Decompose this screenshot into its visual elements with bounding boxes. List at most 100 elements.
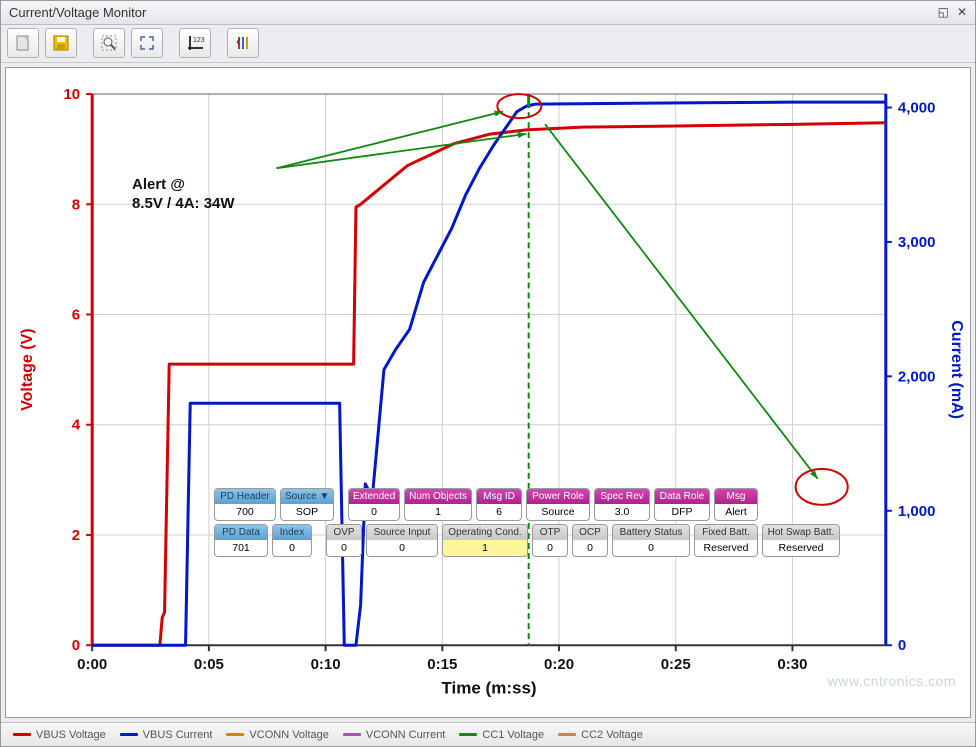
legend-label: VBUS Current	[143, 729, 213, 741]
window-controls: ◱ ✕	[938, 5, 967, 19]
pd-cell: Spec Rev3.0	[594, 488, 650, 521]
pd-cell-header: Spec Rev	[595, 489, 649, 504]
legend-item[interactable]: VBUS Current	[120, 729, 213, 741]
pd-cell: MsgAlert	[714, 488, 758, 521]
annotation-line1: Alert @	[132, 176, 235, 195]
pd-cell: PD Header700	[214, 488, 276, 521]
legend-swatch	[558, 733, 576, 736]
pd-cell: Source ▼SOP	[280, 488, 334, 521]
pd-cell-header: Index	[273, 525, 311, 540]
pd-cell-header: Battery Status	[613, 525, 689, 540]
pd-cell-value: 3.0	[595, 504, 649, 520]
svg-text:0: 0	[898, 637, 906, 654]
legend-swatch	[459, 733, 477, 736]
legend-label: CC1 Voltage	[482, 729, 544, 741]
pd-cell-value: DFP	[655, 504, 709, 520]
pd-cell-header: Msg	[715, 489, 757, 504]
svg-text:8: 8	[72, 196, 80, 213]
window-title: Current/Voltage Monitor	[9, 5, 938, 20]
pd-cell-value: SOP	[281, 504, 333, 520]
config-button[interactable]	[227, 28, 259, 58]
pd-cell: Msg ID6	[476, 488, 522, 521]
svg-text:10: 10	[63, 86, 80, 103]
svg-text:0: 0	[72, 637, 80, 654]
pd-cell-value: 0	[349, 504, 399, 520]
pd-cell-header: Power Role	[527, 489, 589, 504]
pd-cell: Operating Cond.1	[442, 524, 528, 557]
zoom-in-button[interactable]	[93, 28, 125, 58]
pd-cell-header: PD Header	[215, 489, 275, 504]
legend-swatch	[343, 733, 361, 736]
save-button[interactable]	[45, 28, 77, 58]
pd-cell-header: Fixed Batt.	[695, 525, 757, 540]
svg-text:0:00: 0:00	[77, 656, 107, 673]
svg-text:0:30: 0:30	[777, 656, 807, 673]
svg-text:2,000: 2,000	[898, 368, 936, 385]
pd-cell: OTP0	[532, 524, 568, 557]
pd-cell-value: 0	[327, 540, 361, 556]
legend-swatch	[226, 733, 244, 736]
pd-cell-header: Extended	[349, 489, 399, 504]
chart-svg: 0246810Voltage (V)01,0002,0003,0004,000C…	[6, 68, 970, 717]
legend-item[interactable]: VBUS Voltage	[13, 729, 106, 741]
legend-item[interactable]: VCONN Voltage	[226, 729, 328, 741]
legend-item[interactable]: VCONN Current	[343, 729, 445, 741]
svg-text:Current (mA): Current (mA)	[948, 320, 966, 419]
pd-cell-header: Operating Cond.	[443, 525, 527, 540]
pd-cell-header: Source ▼	[281, 489, 333, 504]
legend-item[interactable]: CC2 Voltage	[558, 729, 643, 741]
svg-text:3,000: 3,000	[898, 234, 936, 251]
pd-cell: Power RoleSource	[526, 488, 590, 521]
svg-text:2: 2	[72, 527, 80, 544]
axis-button[interactable]: 123	[179, 28, 211, 58]
pd-cell: OCP0	[572, 524, 608, 557]
annotation-line2: 8.5V / 4A: 34W	[132, 195, 235, 214]
legend-label: VCONN Current	[366, 729, 445, 741]
legend-label: VCONN Voltage	[249, 729, 328, 741]
pd-cell: Extended0	[348, 488, 400, 521]
svg-text:1,000: 1,000	[898, 503, 936, 520]
svg-text:0:20: 0:20	[544, 656, 574, 673]
pd-tables: PD Header700Source ▼SOPExtended0Num Obje…	[214, 488, 854, 560]
pd-cell-header: Hot Swap Batt.	[763, 525, 839, 540]
zoom-fit-button[interactable]	[131, 28, 163, 58]
pd-cell-header: Data Role	[655, 489, 709, 504]
pd-cell-value: 0	[367, 540, 437, 556]
pd-cell-value: 1	[443, 540, 527, 556]
close-icon[interactable]: ✕	[957, 5, 967, 19]
doc-button[interactable]	[7, 28, 39, 58]
svg-text:4,000: 4,000	[898, 99, 936, 116]
legend-label: CC2 Voltage	[581, 729, 643, 741]
restore-icon[interactable]: ◱	[938, 5, 949, 19]
pd-cell-value: Alert	[715, 504, 757, 520]
pd-cell: Battery Status0	[612, 524, 690, 557]
legend-item[interactable]: CC1 Voltage	[459, 729, 544, 741]
svg-text:0:25: 0:25	[661, 656, 691, 673]
pd-cell-value: 1	[405, 504, 471, 520]
pd-cell-value: 0	[613, 540, 689, 556]
titlebar[interactable]: Current/Voltage Monitor ◱ ✕	[1, 1, 975, 25]
chart-area: 0246810Voltage (V)01,0002,0003,0004,000C…	[5, 67, 971, 718]
svg-text:0:05: 0:05	[194, 656, 224, 673]
pd-cell-header: OTP	[533, 525, 567, 540]
pd-cell: Num Objects1	[404, 488, 472, 521]
toolbar: 123	[1, 25, 975, 63]
pd-cell: Fixed Batt.Reserved	[694, 524, 758, 557]
pd-cell: Data RoleDFP	[654, 488, 710, 521]
legend-swatch	[13, 733, 31, 736]
svg-text:6: 6	[72, 306, 80, 323]
pd-cell-value: Reserved	[763, 540, 839, 556]
svg-text:123: 123	[193, 37, 205, 44]
pd-header-row: PD Header700Source ▼SOPExtended0Num Obje…	[214, 488, 854, 521]
svg-text:0:10: 0:10	[311, 656, 341, 673]
legend-bar: VBUS Voltage VBUS Current VCONN Voltage VCO…	[1, 722, 975, 746]
pd-cell: PD Data701	[214, 524, 268, 557]
pd-cell-header: OCP	[573, 525, 607, 540]
pd-cell-value: Reserved	[695, 540, 757, 556]
pd-cell-header: Source Input	[367, 525, 437, 540]
window: Current/Voltage Monitor ◱ ✕ 123 0246810V…	[0, 0, 976, 747]
pd-cell-value: 700	[215, 504, 275, 520]
legend-label: VBUS Voltage	[36, 729, 106, 741]
pd-cell-header: OVP	[327, 525, 361, 540]
alert-annotation: Alert @ 8.5V / 4A: 34W	[132, 176, 235, 214]
